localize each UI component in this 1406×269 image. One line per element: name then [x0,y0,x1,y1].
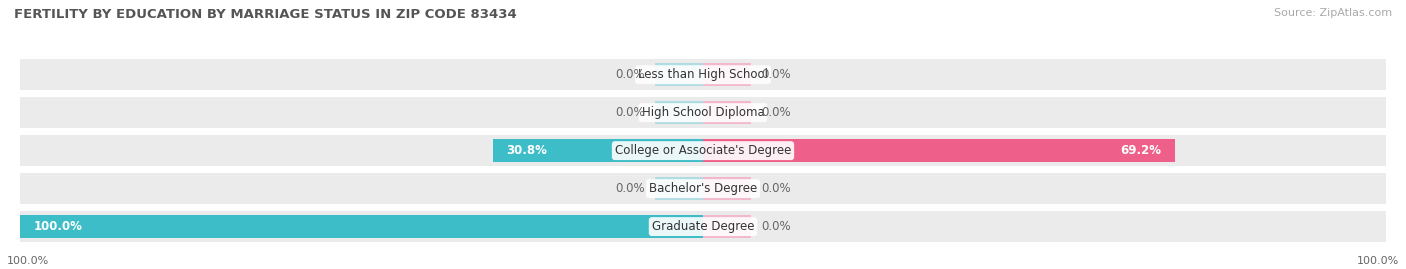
Bar [703,139,1175,162]
Bar [703,63,751,86]
Text: Less than High School: Less than High School [638,68,768,81]
Text: 30.8%: 30.8% [506,144,547,157]
Bar [21,174,1385,204]
Text: 69.2%: 69.2% [1121,144,1161,157]
Text: 0.0%: 0.0% [761,182,790,195]
Text: High School Diploma: High School Diploma [641,106,765,119]
Text: 0.0%: 0.0% [761,68,790,81]
Bar [21,136,1385,166]
Bar [21,211,1385,242]
Text: 100.0%: 100.0% [7,256,49,266]
Bar [21,59,1385,90]
Text: College or Associate's Degree: College or Associate's Degree [614,144,792,157]
Text: Source: ZipAtlas.com: Source: ZipAtlas.com [1274,8,1392,18]
Text: 0.0%: 0.0% [761,106,790,119]
Text: 0.0%: 0.0% [616,68,645,81]
Text: 0.0%: 0.0% [616,106,645,119]
Bar [21,215,703,238]
Bar [21,97,1385,128]
Bar [655,101,703,125]
Bar [655,177,703,200]
Bar [703,215,751,238]
Text: 0.0%: 0.0% [616,182,645,195]
Text: 0.0%: 0.0% [761,220,790,233]
Text: 100.0%: 100.0% [34,220,83,233]
Text: FERTILITY BY EDUCATION BY MARRIAGE STATUS IN ZIP CODE 83434: FERTILITY BY EDUCATION BY MARRIAGE STATU… [14,8,517,21]
Bar [703,101,751,125]
Bar [703,177,751,200]
Text: Graduate Degree: Graduate Degree [652,220,754,233]
Text: Bachelor's Degree: Bachelor's Degree [650,182,756,195]
Text: 100.0%: 100.0% [1357,256,1399,266]
Bar [492,139,703,162]
Bar [655,63,703,86]
